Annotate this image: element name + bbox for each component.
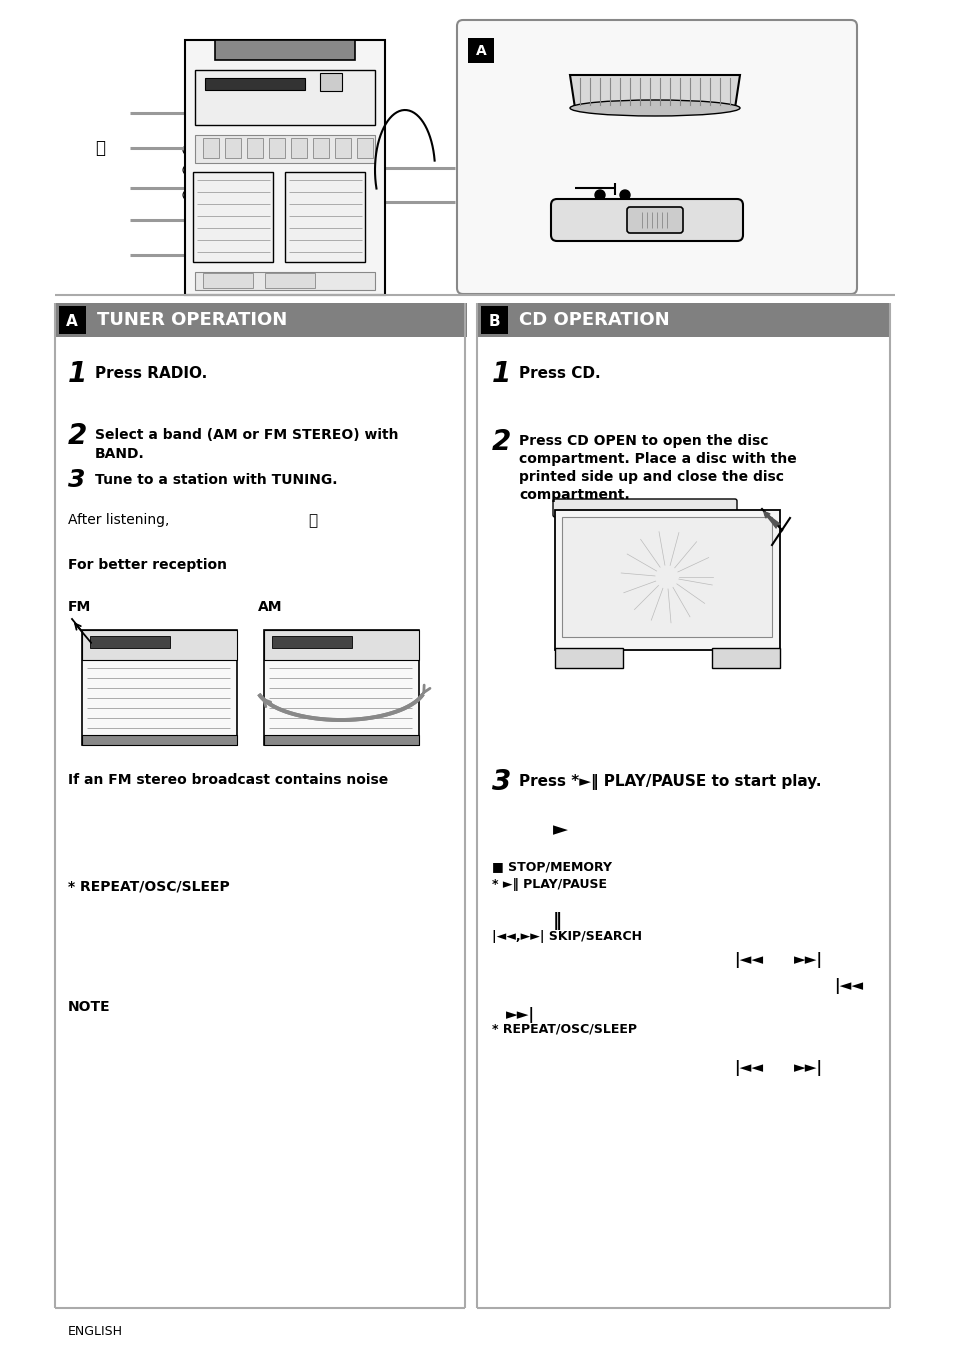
Text: BAND.: BAND. xyxy=(95,448,145,461)
Text: ►►|: ►►| xyxy=(793,952,822,968)
Text: 3: 3 xyxy=(492,768,511,796)
Text: TUNER OPERATION: TUNER OPERATION xyxy=(97,311,287,329)
Bar xyxy=(264,630,418,660)
Circle shape xyxy=(659,569,675,585)
Text: FM: FM xyxy=(68,600,91,614)
Text: * ►‖ PLAY/PAUSE: * ►‖ PLAY/PAUSE xyxy=(492,877,606,891)
Text: NOTE: NOTE xyxy=(68,1000,111,1014)
Text: compartment. Place a disc with the: compartment. Place a disc with the xyxy=(518,452,796,466)
Text: |◄◄: |◄◄ xyxy=(733,952,762,968)
Bar xyxy=(214,41,355,59)
FancyBboxPatch shape xyxy=(551,199,742,241)
Bar xyxy=(185,41,385,295)
Bar xyxy=(711,648,780,668)
Bar xyxy=(194,272,375,289)
Bar xyxy=(356,138,373,158)
Text: Press *►‖ PLAY/PAUSE to start play.: Press *►‖ PLAY/PAUSE to start play. xyxy=(518,773,821,790)
Text: 1: 1 xyxy=(492,360,511,388)
Bar xyxy=(247,138,263,158)
Circle shape xyxy=(619,191,629,200)
Text: Tune to a station with TUNING.: Tune to a station with TUNING. xyxy=(95,473,337,487)
Text: printed side up and close the disc: printed side up and close the disc xyxy=(518,470,783,484)
Text: |◄◄: |◄◄ xyxy=(833,977,862,994)
Bar xyxy=(468,38,494,64)
Polygon shape xyxy=(569,74,740,108)
Circle shape xyxy=(617,527,717,627)
Bar xyxy=(55,303,467,337)
Bar xyxy=(59,306,86,334)
Bar xyxy=(225,138,241,158)
Text: Select a band (AM or FM STEREO) with: Select a band (AM or FM STEREO) with xyxy=(95,429,398,442)
Bar xyxy=(203,273,253,288)
Bar xyxy=(269,138,285,158)
Text: After listening,: After listening, xyxy=(68,512,170,527)
Bar xyxy=(476,303,889,337)
Text: B: B xyxy=(488,315,499,330)
Bar xyxy=(205,78,305,91)
Text: ENGLISH: ENGLISH xyxy=(68,1325,123,1338)
Text: 2: 2 xyxy=(68,422,87,450)
Bar xyxy=(291,138,307,158)
Bar xyxy=(335,138,351,158)
Text: * REPEAT/OSC/SLEEP: * REPEAT/OSC/SLEEP xyxy=(68,880,230,894)
Text: ⏻: ⏻ xyxy=(95,139,105,157)
Circle shape xyxy=(183,191,193,200)
Circle shape xyxy=(183,165,193,174)
Bar xyxy=(90,635,170,648)
Bar xyxy=(313,138,329,158)
Text: ►►|: ►►| xyxy=(793,1060,822,1076)
Text: 2: 2 xyxy=(492,429,511,456)
Text: ►►|: ►►| xyxy=(505,1007,535,1023)
Circle shape xyxy=(595,191,604,200)
Text: Press CD OPEN to open the disc: Press CD OPEN to open the disc xyxy=(518,434,768,448)
Text: If an FM stereo broadcast contains noise: If an FM stereo broadcast contains noise xyxy=(68,773,388,787)
Text: CD OPERATION: CD OPERATION xyxy=(518,311,669,329)
Bar xyxy=(264,630,418,745)
Bar xyxy=(194,70,375,124)
Bar xyxy=(555,648,622,668)
FancyBboxPatch shape xyxy=(456,20,856,293)
Ellipse shape xyxy=(569,100,740,116)
Bar xyxy=(193,172,273,262)
Text: A: A xyxy=(66,315,78,330)
Bar xyxy=(480,306,507,334)
Bar xyxy=(265,273,314,288)
Bar xyxy=(82,630,236,745)
Text: AM: AM xyxy=(257,600,282,614)
Text: Press RADIO.: Press RADIO. xyxy=(95,366,207,381)
Text: For better reception: For better reception xyxy=(68,558,227,572)
Bar xyxy=(82,735,236,745)
Bar xyxy=(264,735,418,745)
Text: ‖: ‖ xyxy=(553,913,561,930)
Circle shape xyxy=(183,145,193,155)
Text: compartment.: compartment. xyxy=(518,488,629,502)
Bar xyxy=(82,630,236,660)
Text: |◄◄: |◄◄ xyxy=(733,1060,762,1076)
Text: ⏻: ⏻ xyxy=(308,512,316,529)
Text: ■ STOP/MEMORY: ■ STOP/MEMORY xyxy=(492,860,612,873)
Bar xyxy=(203,138,219,158)
Bar xyxy=(319,73,341,91)
Text: 1: 1 xyxy=(68,360,87,388)
FancyBboxPatch shape xyxy=(626,207,682,233)
Bar xyxy=(561,516,771,637)
Text: |◄◄,►►| SKIP/SEARCH: |◄◄,►►| SKIP/SEARCH xyxy=(492,930,641,942)
Text: 3: 3 xyxy=(68,468,85,492)
Text: ►: ► xyxy=(553,821,567,840)
Bar xyxy=(555,510,780,650)
Bar xyxy=(194,135,375,164)
Text: Press CD.: Press CD. xyxy=(518,366,600,381)
Bar xyxy=(285,172,365,262)
Bar xyxy=(272,635,352,648)
FancyBboxPatch shape xyxy=(553,499,737,516)
Text: * REPEAT/OSC/SLEEP: * REPEAT/OSC/SLEEP xyxy=(492,1022,637,1036)
Text: A: A xyxy=(476,45,486,58)
